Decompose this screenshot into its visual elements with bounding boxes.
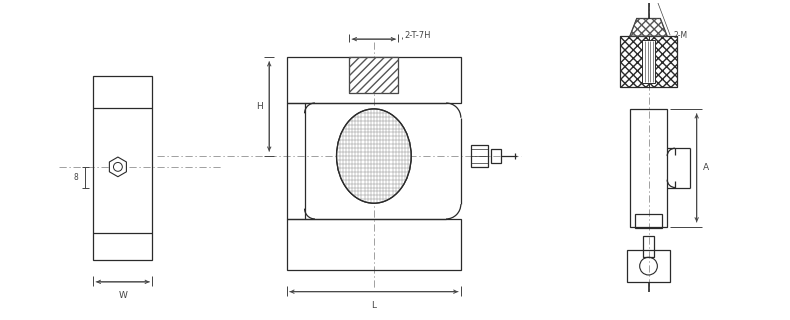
Bar [642, 236, 654, 257]
Bar [641, 40, 656, 84]
Bar [287, 103, 305, 219]
Bar [287, 57, 461, 103]
Bar [349, 57, 398, 93]
Bar [620, 36, 677, 87]
Bar [349, 57, 398, 93]
Bar [491, 149, 501, 163]
Polygon shape [109, 157, 126, 177]
Bar [634, 214, 662, 228]
Bar [630, 109, 668, 227]
Text: 8: 8 [73, 173, 78, 182]
Bar [620, 36, 677, 87]
Bar [627, 251, 670, 282]
Text: 2-M: 2-M [673, 31, 687, 40]
Bar [93, 76, 152, 260]
Bar [471, 145, 488, 167]
Text: 2-T-7H: 2-T-7H [404, 31, 431, 40]
Text: L: L [371, 300, 376, 309]
Text: H: H [257, 102, 263, 111]
Bar [287, 219, 461, 270]
Text: W: W [118, 291, 127, 300]
Text: A: A [702, 164, 709, 172]
Ellipse shape [337, 109, 412, 203]
Polygon shape [630, 19, 668, 36]
